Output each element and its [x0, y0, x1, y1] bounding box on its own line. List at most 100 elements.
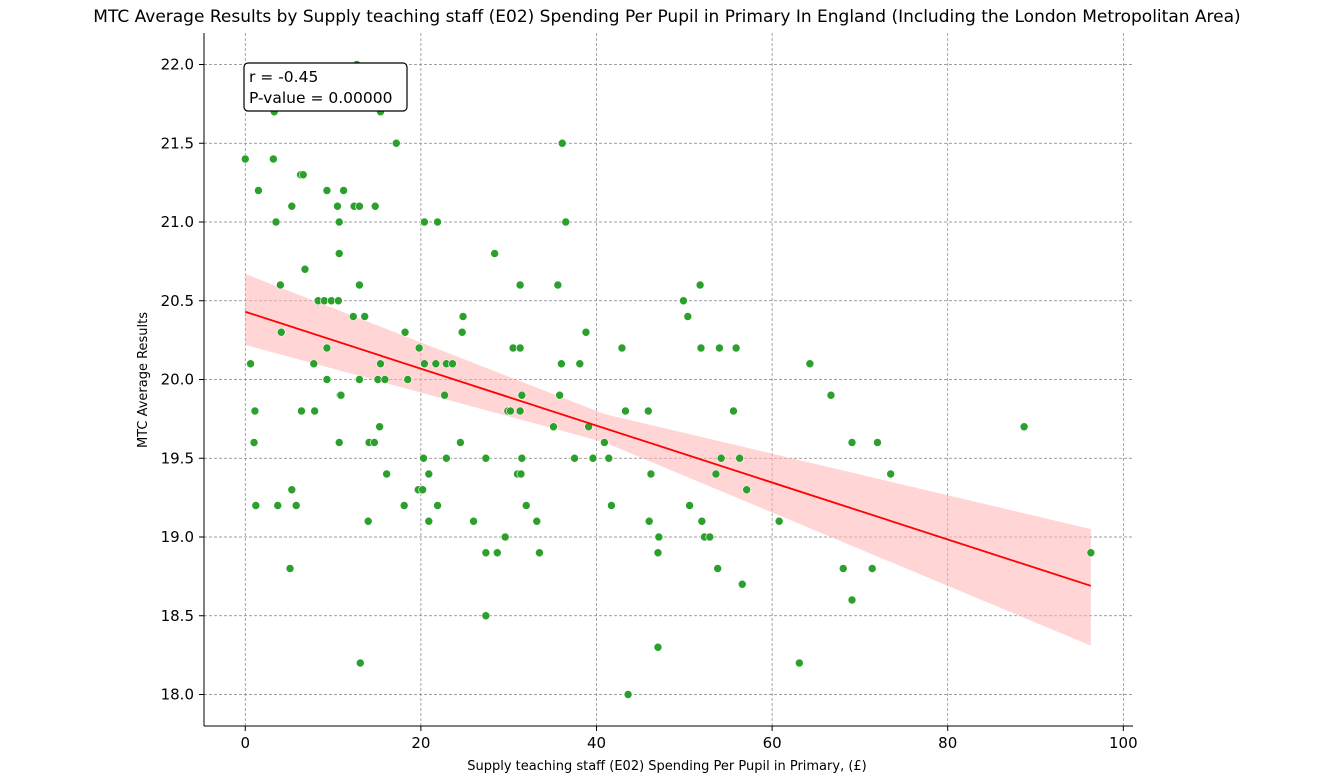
- data-point: [249, 438, 259, 447]
- data-point: [448, 359, 457, 369]
- data-point: [621, 406, 630, 416]
- data-point: [737, 579, 747, 589]
- data-point: [355, 201, 364, 211]
- data-point: [273, 501, 283, 510]
- x-tick-label: 40: [587, 734, 606, 752]
- data-point: [370, 201, 380, 211]
- data-point: [391, 138, 401, 148]
- data-point: [276, 327, 286, 337]
- axes: [203, 33, 1133, 727]
- data-point: [420, 359, 429, 369]
- data-point: [376, 359, 385, 369]
- data-point: [581, 327, 591, 337]
- data-point: [515, 343, 525, 353]
- data-point: [370, 438, 379, 447]
- data-point: [481, 548, 491, 558]
- y-tick-label: 20.5: [161, 292, 194, 310]
- data-point: [287, 485, 297, 495]
- data-point: [322, 343, 332, 353]
- data-point: [729, 406, 738, 416]
- y-tick-label: 19.5: [161, 449, 194, 467]
- data-point: [867, 564, 877, 573]
- data-point: [380, 375, 390, 384]
- data-point: [1086, 548, 1096, 558]
- data-point: [697, 516, 707, 526]
- data-point: [600, 438, 609, 447]
- data-point: [440, 390, 449, 400]
- data-point: [653, 642, 663, 652]
- data-point: [646, 469, 656, 479]
- data-point: [604, 453, 614, 463]
- data-point: [481, 453, 491, 463]
- confidence-band: [245, 273, 1091, 646]
- data-point: [838, 564, 848, 573]
- data-point: [873, 438, 882, 447]
- x-tick-label: 20: [411, 734, 430, 752]
- data-point: [715, 343, 724, 353]
- data-point: [492, 548, 502, 558]
- data-point: [575, 359, 585, 369]
- data-point: [742, 485, 751, 495]
- y-tick-label: 22.0: [161, 56, 194, 74]
- y-tick-label: 20.0: [161, 371, 194, 389]
- data-point: [805, 359, 815, 369]
- annotation-r-text: r = -0.45: [249, 68, 318, 86]
- data-point: [644, 516, 654, 526]
- data-point: [424, 469, 434, 479]
- data-point: [322, 375, 332, 384]
- data-point: [310, 406, 319, 416]
- data-point: [456, 438, 465, 447]
- tick-labels: 0 20 40 60 80 100 18.0 18.5 19.0 19.5 20.0 20.5 21.0…: [161, 56, 1138, 753]
- y-tick-label: 18.0: [161, 686, 194, 704]
- data-point: [711, 469, 721, 479]
- correlation-annotation: r = -0.45 P-value = 0.00000: [243, 62, 408, 112]
- data-point: [334, 249, 344, 258]
- data-point: [333, 201, 342, 211]
- data-point: [557, 359, 566, 369]
- data-point: [696, 343, 706, 353]
- data-point: [847, 595, 857, 605]
- data-point: [553, 280, 563, 290]
- data-point: [334, 438, 344, 447]
- data-point: [555, 390, 564, 400]
- data-point: [535, 548, 544, 558]
- data-point: [654, 532, 664, 542]
- data-point: [322, 186, 332, 195]
- data-point: [506, 406, 515, 416]
- data-point: [355, 658, 365, 668]
- data-point: [457, 327, 467, 337]
- regression-line-group: [244, 310, 1092, 587]
- data-point: [309, 359, 319, 369]
- data-point: [418, 485, 427, 495]
- data-point: [458, 312, 468, 321]
- data-point: [291, 501, 301, 510]
- data-point: [570, 453, 579, 463]
- data-point: [336, 390, 346, 400]
- data-point: [683, 312, 693, 321]
- regression-line: [244, 310, 1092, 587]
- data-point: [382, 469, 391, 479]
- grid: [204, 33, 1133, 726]
- data-point: [285, 564, 295, 573]
- data-point: [557, 138, 567, 148]
- data-point: [420, 217, 429, 227]
- data-point: [400, 327, 410, 337]
- data-point: [1019, 422, 1029, 432]
- data-point: [644, 406, 653, 416]
- data-point: [298, 170, 308, 180]
- data-point: [481, 611, 491, 621]
- data-point: [348, 312, 358, 321]
- data-point: [355, 280, 364, 290]
- data-point: [300, 264, 310, 274]
- data-point: [287, 201, 297, 211]
- x-tick-label: 0: [240, 734, 250, 752]
- data-point: [515, 280, 525, 290]
- x-tick-label: 80: [938, 734, 957, 752]
- data-point: [516, 469, 526, 479]
- data-point: [433, 501, 442, 510]
- y-tick-label: 21.0: [161, 213, 194, 231]
- scatter-points: [240, 60, 1096, 699]
- data-point: [705, 532, 715, 542]
- data-point: [339, 186, 348, 195]
- data-point: [561, 217, 571, 227]
